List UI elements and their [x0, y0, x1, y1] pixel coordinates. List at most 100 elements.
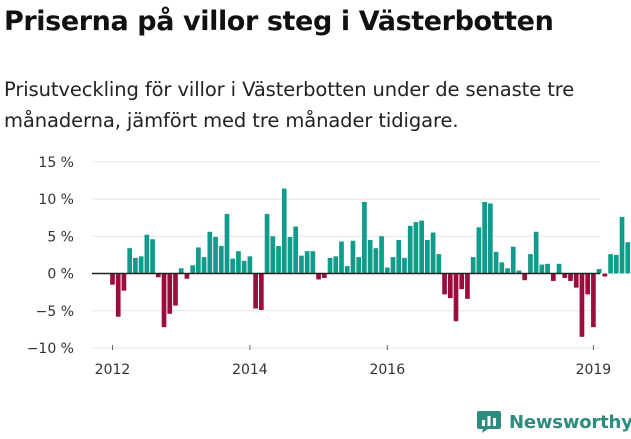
page-title: Priserna på villor steg i Västerbotten	[4, 6, 554, 37]
bar	[591, 273, 596, 328]
bar	[545, 263, 550, 274]
bar	[270, 236, 276, 274]
bar	[333, 256, 339, 274]
bar	[230, 258, 236, 274]
bar	[115, 273, 121, 317]
bar	[413, 222, 419, 274]
bar	[133, 257, 138, 274]
bar	[287, 237, 293, 274]
bar	[299, 255, 304, 274]
bar	[316, 273, 321, 280]
bar	[510, 246, 516, 274]
bar	[127, 248, 133, 274]
bar	[533, 231, 539, 274]
bar	[625, 242, 631, 274]
bar	[425, 239, 430, 274]
bar	[505, 268, 510, 274]
bar	[556, 263, 562, 274]
bar	[161, 273, 167, 328]
bar	[367, 239, 373, 274]
bar	[259, 273, 264, 310]
bar	[493, 251, 499, 274]
bar	[396, 239, 402, 274]
y-tick-label: −10 %	[27, 341, 74, 357]
bar	[281, 188, 287, 274]
bar	[213, 237, 218, 274]
bar	[150, 239, 155, 274]
bar	[247, 256, 253, 274]
bar	[224, 213, 230, 274]
bar	[321, 273, 327, 278]
bar	[482, 201, 487, 274]
bar	[138, 256, 144, 274]
y-tick-label: 15 %	[38, 155, 74, 171]
bar	[144, 234, 150, 274]
bar	[573, 273, 579, 288]
bar	[402, 257, 407, 274]
bar	[436, 254, 442, 274]
bar	[528, 254, 533, 274]
bar	[121, 273, 127, 291]
bar	[173, 273, 178, 306]
y-tick-label: 10 %	[38, 192, 74, 208]
bar	[218, 245, 224, 274]
bar	[459, 273, 465, 290]
bar	[373, 248, 379, 274]
bar	[304, 251, 310, 274]
bar	[350, 240, 356, 274]
bar-chart-logo-icon	[477, 411, 501, 433]
bar	[344, 266, 350, 274]
bar	[619, 216, 625, 274]
y-axis: −10 % −5 % 0 % 5 % 10 % 15 %	[27, 155, 74, 357]
bar	[608, 254, 613, 274]
bar	[562, 273, 568, 278]
bar	[442, 273, 447, 295]
chart-bars	[110, 188, 631, 337]
bar	[356, 257, 362, 274]
bar	[476, 227, 482, 274]
x-tick-label: 2016	[369, 362, 405, 378]
bar	[253, 273, 258, 309]
bar	[585, 273, 591, 295]
bar	[310, 251, 316, 274]
bar	[488, 203, 493, 274]
bar	[407, 225, 413, 274]
bar	[522, 273, 528, 281]
bar	[613, 254, 619, 274]
bar	[465, 273, 470, 299]
bar	[453, 273, 459, 322]
bar	[201, 257, 207, 274]
bar	[470, 257, 476, 274]
bar	[539, 264, 545, 274]
bar	[602, 273, 608, 277]
bar	[339, 241, 344, 274]
y-tick-label: −5 %	[36, 304, 74, 320]
newsworthy-logo: Newsworthy	[476, 408, 631, 436]
x-tick-label: 2019	[576, 362, 612, 378]
bar-chart: −10 % −5 % 0 % 5 % 10 % 15 % 2012 2014 2016 2019…	[27, 155, 631, 378]
bar	[110, 273, 115, 285]
bar	[379, 236, 384, 274]
bar	[516, 270, 522, 274]
bar	[167, 273, 173, 314]
bar	[293, 226, 299, 274]
bar	[596, 269, 602, 274]
bar	[241, 260, 247, 274]
bar	[362, 201, 367, 274]
y-tick-label: 0 %	[47, 267, 74, 283]
bar	[184, 273, 190, 279]
bar	[196, 247, 201, 274]
bar	[384, 267, 390, 274]
bar	[419, 220, 424, 274]
chart-grid	[92, 161, 600, 349]
bar	[568, 273, 573, 281]
bar	[178, 268, 184, 274]
bar	[447, 273, 453, 299]
bar	[499, 262, 505, 274]
bar	[190, 265, 195, 274]
x-axis: 2012201420162019202120232025	[95, 345, 612, 378]
x-tick-label: 2014	[232, 362, 268, 378]
bar	[236, 251, 241, 274]
bar	[550, 273, 556, 281]
bar	[264, 213, 270, 274]
